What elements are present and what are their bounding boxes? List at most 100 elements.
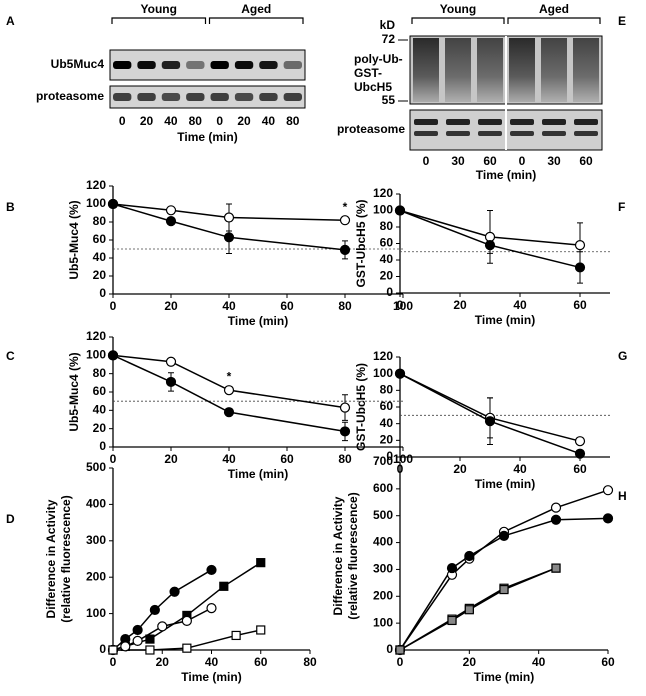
- marker: [132, 624, 143, 636]
- y-axis-label: Ub5-Muc4 (%): [67, 352, 81, 431]
- lane-label: 30: [547, 154, 561, 168]
- blot-row-label: proteasome: [36, 89, 104, 103]
- blot-smear: [573, 38, 599, 102]
- blot-band: [446, 119, 470, 125]
- group-bracket: [507, 17, 601, 24]
- y-axis-label: Ub5-Muc4 (%): [67, 200, 81, 279]
- marker: [550, 502, 562, 513]
- y-tick-label: 60: [380, 236, 394, 250]
- x-tick-label: 60: [601, 655, 615, 669]
- blot-band: [210, 61, 229, 69]
- blot-band: [574, 131, 598, 136]
- marker-label: 55: [382, 93, 396, 107]
- lane-label: 0: [119, 114, 126, 128]
- y-tick-label: 700: [373, 454, 393, 468]
- series-line: [399, 567, 557, 651]
- y-tick-label: 100: [373, 203, 393, 217]
- y-tick-label: 80: [93, 366, 107, 380]
- group-label: Young: [440, 2, 476, 16]
- y-tick-label: 0: [99, 439, 106, 453]
- y-tick-label: 60: [380, 399, 394, 413]
- x-axis-label: Time (min): [474, 670, 534, 684]
- panel-letter: C: [6, 349, 15, 363]
- series-line: [399, 517, 609, 651]
- marker: [602, 513, 614, 524]
- blot-band: [113, 93, 132, 101]
- blot-band: [510, 119, 534, 125]
- blot-band: [283, 93, 302, 101]
- blot-band: [113, 61, 132, 69]
- x-axis-label: Time (min): [177, 130, 237, 144]
- series-line: [112, 354, 346, 409]
- blot-band: [414, 131, 438, 136]
- group-bracket: [411, 17, 505, 24]
- blot-label: UbcH5: [354, 80, 392, 94]
- blot-row-label: proteasome: [337, 122, 405, 136]
- x-tick-label: 40: [205, 655, 219, 669]
- x-tick-label: 20: [164, 299, 178, 313]
- marker: [157, 621, 168, 632]
- lane-label: 20: [140, 114, 154, 128]
- y-tick-label: 120: [373, 349, 393, 363]
- y-tick-label: 400: [86, 497, 106, 511]
- blot-band: [161, 61, 181, 69]
- x-tick-label: 60: [254, 655, 268, 669]
- marker: [574, 240, 586, 251]
- lane-label: 80: [286, 114, 300, 128]
- y-tick-label: 0: [386, 449, 393, 463]
- y-tick-label: 100: [86, 606, 106, 620]
- group-bracket: [111, 17, 207, 24]
- marker: [574, 262, 586, 273]
- y-tick-label: 200: [86, 569, 106, 583]
- marker: [223, 232, 235, 243]
- marker: [339, 402, 351, 413]
- blot-band: [186, 61, 205, 69]
- x-tick-label: 60: [573, 298, 587, 312]
- blot-band: [234, 61, 254, 69]
- y-tick-label: 200: [373, 588, 393, 602]
- marker: [574, 448, 586, 459]
- x-tick-label: 40: [222, 452, 236, 466]
- marker: [498, 530, 510, 541]
- blot-band: [283, 61, 302, 69]
- marker: [108, 645, 118, 655]
- y-tick-label: 0: [386, 285, 393, 299]
- marker: [165, 216, 177, 227]
- blot-smear: [445, 38, 471, 102]
- panel-letter: D: [6, 512, 15, 526]
- marker: [165, 356, 177, 367]
- lane-label: 30: [451, 154, 465, 168]
- x-tick-label: 60: [280, 299, 294, 313]
- x-tick-label: 100: [393, 299, 413, 313]
- panel-letter: E: [618, 14, 626, 28]
- marker: [145, 645, 155, 655]
- lane-label: 40: [164, 114, 178, 128]
- lane-label: 60: [483, 154, 497, 168]
- x-tick-label: 80: [303, 655, 317, 669]
- blot-band: [414, 119, 438, 125]
- marker: [256, 558, 266, 568]
- x-tick-label: 0: [110, 655, 117, 669]
- marker: [145, 634, 155, 644]
- y-tick-label: 20: [380, 269, 394, 283]
- y-tick-label: 40: [380, 252, 394, 266]
- y-tick-label: 500: [373, 508, 393, 522]
- x-tick-label: 60: [280, 452, 294, 466]
- y-tick-label: 80: [380, 219, 394, 233]
- blot-band: [161, 93, 181, 101]
- marker: [165, 205, 177, 216]
- group-bracket: [208, 17, 304, 24]
- marker: [484, 416, 496, 427]
- marker: [446, 562, 458, 574]
- y-tick-label: 20: [380, 433, 394, 447]
- marker: [206, 603, 217, 614]
- blot-band: [234, 93, 254, 101]
- series-line: [399, 489, 609, 651]
- x-tick-label: 20: [453, 462, 467, 476]
- x-tick-label: 100: [393, 452, 413, 466]
- marker: [182, 643, 192, 653]
- annotation: *: [227, 370, 232, 384]
- x-tick-label: 40: [513, 462, 527, 476]
- x-axis-label: Time (min): [181, 670, 241, 684]
- marker: [394, 205, 406, 216]
